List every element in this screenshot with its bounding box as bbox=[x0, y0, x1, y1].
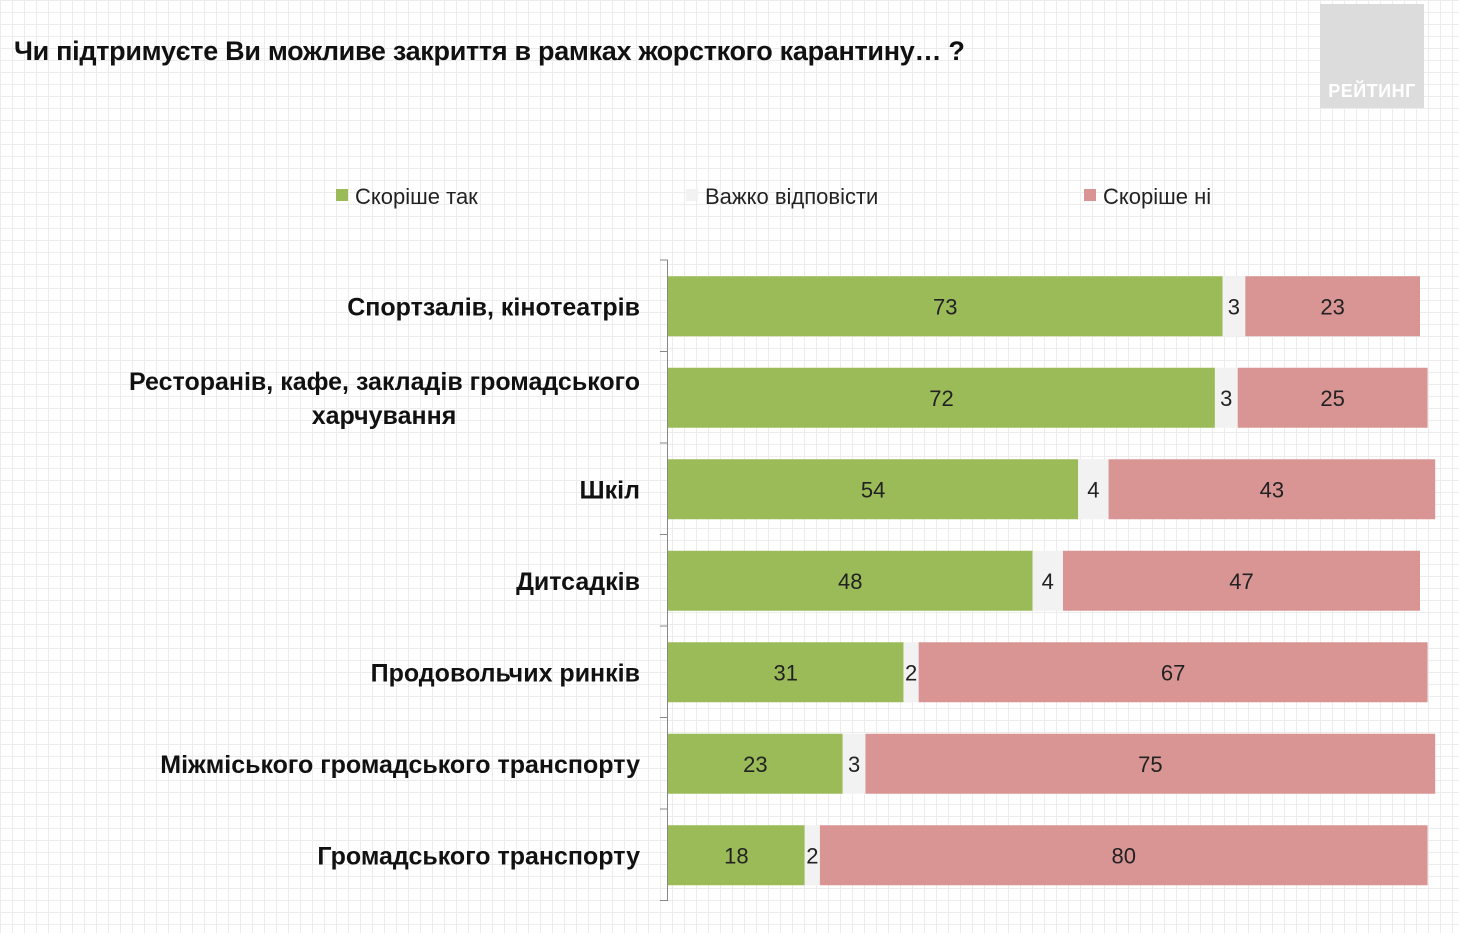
bar-segment bbox=[819, 825, 1428, 886]
category-label: Громадського транспорту bbox=[317, 842, 640, 870]
bar-segment bbox=[668, 276, 1223, 337]
legend-label: Важко відповісти bbox=[705, 184, 878, 209]
bar-segment bbox=[668, 459, 1079, 520]
data-label: 75 bbox=[1138, 752, 1162, 777]
legend-swatch bbox=[686, 189, 698, 201]
data-label: 72 bbox=[929, 386, 953, 411]
data-label: 3 bbox=[848, 752, 860, 777]
data-label: 73 bbox=[933, 294, 957, 319]
category-label: Шкіл bbox=[580, 476, 640, 504]
data-label: 25 bbox=[1320, 386, 1344, 411]
data-label: 47 bbox=[1229, 569, 1253, 594]
bar-segment bbox=[865, 733, 1436, 794]
bar-segment bbox=[668, 733, 843, 794]
bar-segment bbox=[1032, 550, 1063, 611]
data-label: 54 bbox=[861, 477, 885, 502]
rating-logo: РЕЙТИНГ bbox=[1320, 4, 1424, 108]
data-label: 48 bbox=[838, 569, 862, 594]
data-label: 43 bbox=[1260, 477, 1284, 502]
bar-segment bbox=[1108, 459, 1436, 520]
data-label: 31 bbox=[773, 660, 797, 685]
bar-segment bbox=[1237, 367, 1428, 428]
category-label: Дитсадків bbox=[516, 568, 640, 596]
legend-label: Скоріше так bbox=[355, 184, 478, 209]
bar-segment bbox=[668, 642, 904, 703]
category-label: харчування bbox=[312, 402, 457, 430]
category-label: Продовольчих ринків bbox=[371, 659, 640, 687]
data-label: 18 bbox=[724, 843, 748, 868]
category-label: Ресторанів, кафе, закладів громадського bbox=[129, 368, 640, 396]
page-title: Чи підтримуєте Ви можливе закриття в рам… bbox=[14, 36, 965, 66]
bar-segment bbox=[668, 550, 1033, 611]
bar-segment bbox=[668, 367, 1215, 428]
bar-segment bbox=[1214, 367, 1238, 428]
legend-swatch bbox=[336, 189, 348, 201]
data-label: 23 bbox=[1320, 294, 1344, 319]
legend-swatch bbox=[1084, 189, 1096, 201]
bar-segment bbox=[804, 825, 820, 886]
category-label: Міжміського громадського транспорту bbox=[160, 751, 640, 779]
data-label: 80 bbox=[1112, 843, 1136, 868]
bar-segment bbox=[1245, 276, 1420, 337]
bar-segment bbox=[842, 733, 866, 794]
bar-segment bbox=[903, 642, 919, 703]
bar-segment bbox=[668, 825, 805, 886]
rating-logo-text: РЕЙТИНГ bbox=[1328, 81, 1416, 101]
legend-label: Скоріше ні bbox=[1103, 184, 1211, 209]
bar-segment bbox=[1078, 459, 1109, 520]
data-label: 3 bbox=[1228, 294, 1240, 319]
data-label: 4 bbox=[1042, 569, 1054, 594]
data-label: 23 bbox=[743, 752, 767, 777]
data-label: 2 bbox=[905, 660, 917, 685]
category-label: Спортзалів, кінотеатрів bbox=[347, 293, 640, 321]
data-label: 4 bbox=[1087, 477, 1099, 502]
data-label: 2 bbox=[806, 843, 818, 868]
bar-segment bbox=[918, 642, 1428, 703]
data-label: 67 bbox=[1161, 660, 1185, 685]
bar-segment bbox=[1222, 276, 1246, 337]
data-label: 3 bbox=[1220, 386, 1232, 411]
bar-segment bbox=[1062, 550, 1420, 611]
